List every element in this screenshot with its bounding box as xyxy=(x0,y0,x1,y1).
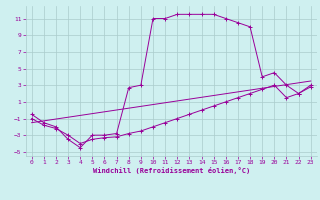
X-axis label: Windchill (Refroidissement éolien,°C): Windchill (Refroidissement éolien,°C) xyxy=(92,167,250,174)
